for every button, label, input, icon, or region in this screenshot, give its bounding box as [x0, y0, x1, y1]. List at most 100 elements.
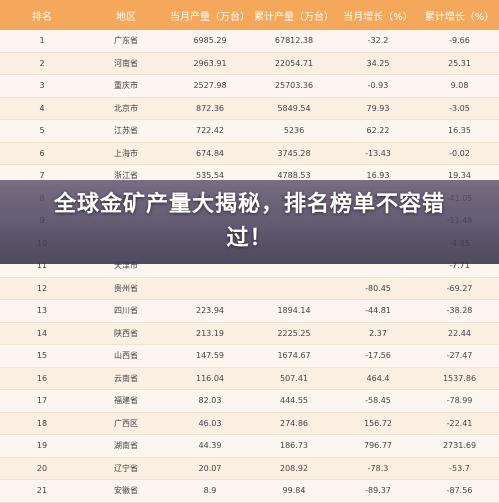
cell-region: 重庆市: [114, 81, 138, 91]
cell-monthly-output: 147.59: [196, 351, 224, 361]
cell-monthly-growth: -44.81: [365, 306, 391, 316]
cell-cumulative-growth: -38.28: [446, 306, 473, 316]
cell-monthly-growth: -78.3: [367, 463, 389, 473]
cell-cumulative-growth: 9.08: [450, 81, 469, 91]
table-row: 2 河南省 2963.91 22054.71 34.25 25.31: [0, 52, 499, 75]
cell-region: 天津市: [114, 261, 138, 271]
cell-cumulative-output: 25703.36: [274, 81, 314, 91]
cell-cumulative-growth: 22.44: [448, 328, 471, 338]
cell-cumulative-output: 274.86: [280, 418, 308, 428]
cell-cumulative-output: 208.92: [280, 463, 308, 473]
table-row: 16 云南省 116.04 507.41 464.4 1537.86: [0, 367, 499, 390]
cell-cumulative-growth: -53.7: [449, 463, 470, 473]
cell-monthly-growth: 796.77: [364, 441, 392, 451]
cell-rank: 16: [36, 373, 48, 383]
cell-region: 贵州省: [114, 283, 138, 293]
cell-monthly-growth: 62.22: [366, 126, 390, 136]
header-cumulative-output: 累计产量（万台）: [254, 11, 334, 23]
cell-rank: 13: [36, 306, 48, 316]
cell-monthly-output: 213.19: [196, 328, 224, 338]
cell-monthly-growth: -80.45: [365, 283, 391, 293]
cell-cumulative-growth: -22.41: [446, 418, 473, 428]
cell-cumulative-growth: -9.66: [449, 36, 470, 46]
cell-rank: 3: [39, 81, 45, 91]
cell-cumulative-output: 99.84: [282, 486, 306, 496]
cell-region: 浙江省: [114, 171, 138, 181]
cell-cumulative-output: 507.41: [280, 373, 308, 383]
cell-cumulative-output: 4788.53: [277, 171, 311, 181]
cell-rank: 14: [36, 328, 48, 338]
cell-cumulative-growth: -27.47: [446, 351, 473, 361]
cell-region: 河南省: [114, 58, 138, 68]
header-monthly-output: 当月产量（万台）: [170, 11, 250, 23]
cell-rank: 18: [36, 418, 48, 428]
cell-cumulative-output: 1894.14: [277, 306, 311, 316]
cell-monthly-output: 872.36: [196, 103, 224, 113]
cell-monthly-growth: -58.45: [365, 396, 391, 406]
table-body: 1 广东省 6985.29 67812.38 -32.2 -9.66 2 河南省 2963.91…: [0, 30, 499, 503]
cell-monthly-output: 535.54: [196, 171, 224, 181]
header-region: 地区: [116, 11, 136, 23]
table-row: 1 广东省 6985.29 67812.38 -32.2 -9.66: [0, 30, 499, 53]
cell-monthly-output: 2527.98: [193, 81, 227, 91]
cell-region: 北京市: [114, 103, 138, 113]
cell-cumulative-growth: 25.31: [448, 58, 471, 68]
cell-region: 云南省: [114, 373, 138, 383]
cell-monthly-output: 674.84: [196, 148, 224, 158]
cell-monthly-output: 44.39: [198, 441, 222, 451]
table-row: 17 福建省 82.03 444.55 -58.45 -78.99: [0, 390, 499, 413]
cell-cumulative-growth: -3.05: [449, 103, 470, 113]
cell-monthly-output: 722.42: [196, 126, 224, 136]
cell-monthly-output: 82.03: [198, 396, 222, 406]
cell-monthly-output: 223.94: [196, 306, 224, 316]
header-cumulative-growth: 累计增长（%）: [424, 11, 495, 23]
cell-monthly-growth: 464.4: [366, 373, 390, 383]
table-row: 14 陕西省 213.19 2225.25 2.37 22.44: [0, 322, 499, 345]
cell-cumulative-output: 5236: [283, 126, 305, 136]
table-row: 18 广西区 46.03 274.86 156.72 -22.41: [0, 412, 499, 435]
cell-cumulative-growth: -0.02: [449, 148, 470, 158]
cell-region: 广东省: [114, 36, 138, 46]
table-row: 15 山西省 147.59 1674.67 -17.56 -27.47: [0, 345, 499, 368]
cell-monthly-output: 6985.29: [193, 36, 227, 46]
cell-cumulative-growth: 2731.69: [442, 441, 477, 451]
cell-rank: 5: [39, 126, 45, 136]
cell-region: 广西区: [114, 418, 138, 428]
cell-cumulative-growth: -69.27: [446, 283, 473, 293]
table-row: 13 四川省 223.94 1894.14 -44.81 -38.28: [0, 300, 499, 323]
table-row: 5 江苏省 722.42 5236 62.22 16.35: [0, 120, 499, 143]
cell-cumulative-growth: -7.71: [449, 261, 470, 271]
cell-cumulative-output: 1674.67: [277, 351, 311, 361]
cell-monthly-growth: -0.93: [367, 81, 389, 91]
cell-cumulative-growth: -87.56: [446, 486, 473, 496]
table-row: 3 重庆市 2527.98 25703.36 -0.93 9.08: [0, 75, 499, 98]
cell-region: 陕西省: [114, 328, 138, 338]
cell-monthly-growth: 2.37: [369, 328, 387, 338]
cell-region: 辽宁省: [114, 463, 138, 473]
cell-monthly-growth: 34.25: [366, 58, 390, 68]
cell-cumulative-output: 67812.38: [274, 36, 314, 46]
header-monthly-growth: 当月增长（%）: [343, 11, 413, 23]
table-row: 6 上海市 674.84 3745.28 -13.43 -0.02: [0, 142, 499, 165]
cell-monthly-growth: -17.56: [365, 351, 391, 361]
cell-rank: 12: [36, 283, 48, 293]
cell-monthly-output: 46.03: [198, 418, 222, 428]
cell-rank: 20: [36, 463, 48, 473]
cell-rank: 11: [36, 261, 48, 271]
cell-monthly-output: 116.04: [196, 373, 224, 383]
cell-cumulative-output: 5849.54: [277, 103, 311, 113]
cell-monthly-growth: -13.43: [365, 148, 391, 158]
header-rank: 排名: [32, 11, 52, 23]
table-row: 4 北京市 872.36 5849.54 79.93 -3.05: [0, 97, 499, 120]
cell-region: 安徽省: [114, 486, 138, 496]
table-header: 排名 地区 当月产量（万台） 累计产量（万台） 当月增长（%） 累计增长（%）: [0, 0, 499, 30]
cell-region: 湖南省: [114, 441, 138, 451]
cell-rank: 1: [39, 36, 45, 46]
cell-cumulative-growth: 16.35: [448, 126, 471, 136]
cell-rank: 17: [36, 396, 48, 406]
cell-rank: 2: [39, 58, 45, 68]
cell-monthly-output: 20.07: [198, 463, 222, 473]
cell-cumulative-output: 2225.25: [277, 328, 311, 338]
cell-monthly-output: 2963.91: [193, 58, 227, 68]
cell-region: 福建省: [114, 396, 138, 406]
